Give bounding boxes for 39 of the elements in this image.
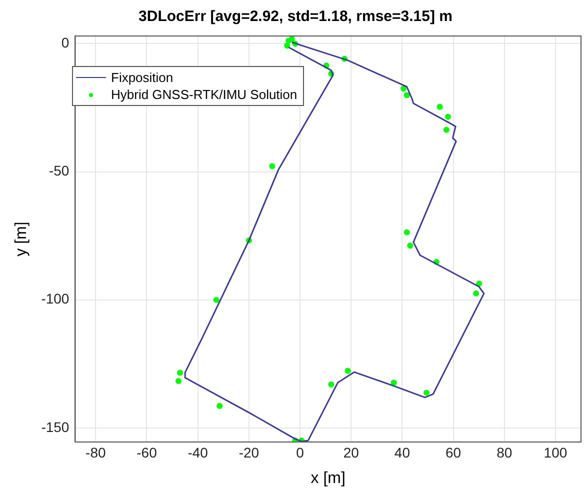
point [404,92,410,98]
x-tick-label: -80 [86,444,106,460]
point [328,381,334,388]
point [286,38,292,44]
legend-label: Hybrid GNSS-RTK/IMU Solution [111,86,298,103]
point [216,402,223,409]
y-axis-title: y [m] [13,222,30,256]
y-tick-label: -150 [41,418,70,435]
x-tick-label: 100 [544,444,568,460]
x-axis-title: x [m] [310,470,346,487]
x-tick-label: 40 [394,444,410,460]
y-tick-label: -50 [48,162,70,179]
y-tick-label: 0 [61,34,70,51]
x-tick-label: -40 [188,444,208,460]
y-tick-label: -100 [41,290,70,307]
point [390,380,397,386]
point [344,368,351,374]
x-tick-label: 60 [445,444,462,460]
point [473,290,480,296]
point [407,242,414,249]
x-tick-label: 0 [296,444,304,460]
chart-title: 3DLocErr [avg=2.92, std=1.18, rmse=3.15] m [138,8,452,26]
x-tick-label: 80 [496,444,512,460]
x-tick-label: -60 [136,444,158,460]
point [404,229,410,236]
point [175,378,182,384]
point [476,280,482,286]
legend-label: Fixposition [111,69,174,86]
point [443,126,450,133]
point [400,86,406,92]
point [436,104,443,110]
x-tick-label: 20 [343,444,360,460]
point [444,114,451,120]
point [423,390,430,396]
x-tick-label: -20 [238,444,260,460]
point [269,163,276,170]
point [284,42,290,48]
point [213,296,220,303]
point [176,370,183,376]
